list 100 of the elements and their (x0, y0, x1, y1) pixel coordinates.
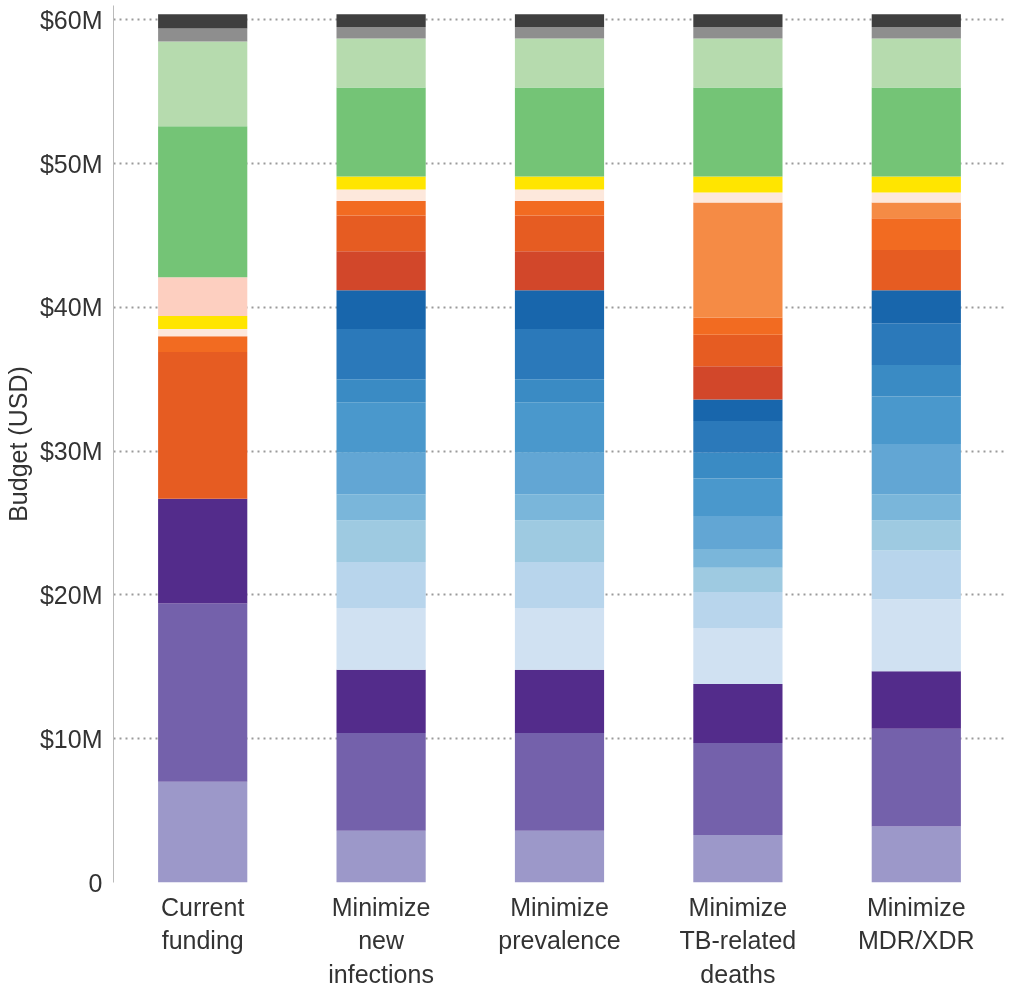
bar (871, 176, 961, 193)
bar (693, 515, 783, 549)
y-tick-label: $10M (39, 724, 103, 753)
bar (871, 249, 961, 291)
bar (336, 251, 426, 291)
bar (158, 41, 248, 127)
bar (693, 176, 783, 193)
y-axis-title: Budget (USD) (3, 366, 32, 522)
bar (336, 607, 426, 670)
bar (693, 478, 783, 516)
bar (514, 189, 605, 202)
bar (514, 520, 605, 562)
bar (871, 87, 961, 177)
bar (871, 444, 961, 495)
bar (693, 592, 783, 629)
bar (158, 603, 248, 782)
bar (158, 336, 248, 352)
bar (871, 728, 961, 827)
bar (693, 684, 783, 744)
bar (336, 189, 426, 202)
bar (693, 202, 783, 318)
bar (336, 14, 426, 28)
bar (693, 452, 783, 479)
bar (871, 599, 961, 672)
bar (514, 251, 605, 291)
bar (336, 830, 426, 883)
bar (514, 201, 605, 216)
bar (336, 201, 426, 216)
bar (158, 14, 248, 29)
bar (336, 290, 426, 329)
bar (514, 561, 605, 608)
x-tick-label: Minimize TB-related deaths (679, 892, 797, 988)
bar (158, 351, 248, 499)
bar (871, 671, 961, 729)
bar (693, 567, 783, 593)
bar (693, 192, 783, 203)
bar (693, 87, 783, 177)
bar (514, 38, 605, 88)
bar (871, 14, 961, 28)
y-tick-label: $20M (39, 580, 103, 609)
bar (514, 452, 605, 495)
bar (693, 743, 783, 836)
bar (336, 215, 426, 252)
bar (871, 323, 961, 365)
bar (693, 835, 783, 883)
bar (514, 402, 605, 453)
bar (336, 494, 426, 521)
bar (871, 218, 961, 250)
bar (871, 550, 961, 600)
bar (871, 38, 961, 88)
bar (336, 561, 426, 608)
x-tick-label: Current funding (161, 892, 245, 955)
bar (693, 548, 783, 568)
bar (336, 27, 426, 39)
bar (871, 826, 961, 883)
bar (871, 364, 961, 397)
bar (158, 277, 248, 317)
bar (693, 14, 783, 28)
bar (871, 396, 961, 444)
y-tick-label: $50M (39, 149, 103, 178)
bar (871, 290, 961, 324)
bar (336, 176, 426, 190)
bar (336, 669, 426, 733)
bar (871, 494, 961, 521)
bar (871, 192, 961, 203)
bar (514, 290, 605, 329)
bar (693, 38, 783, 88)
bar (514, 14, 605, 28)
bar (336, 452, 426, 495)
bar (693, 334, 783, 367)
bar (158, 28, 248, 42)
x-tick-label: Minimize new infections (328, 892, 434, 988)
bar (693, 27, 783, 39)
y-tick-label: 0 (88, 868, 103, 897)
bar (158, 781, 248, 883)
bar (514, 328, 605, 380)
bar (514, 87, 605, 177)
bar (514, 830, 605, 883)
bar (514, 215, 605, 252)
bar (693, 421, 783, 453)
bar (336, 328, 426, 380)
bar (693, 399, 783, 421)
bar (336, 38, 426, 88)
y-tick-label: $30M (39, 437, 103, 466)
bar (158, 316, 248, 329)
bar (158, 498, 248, 604)
bar (693, 628, 783, 685)
bar (871, 27, 961, 39)
bar (158, 328, 248, 337)
bar (336, 379, 426, 403)
bar (514, 379, 605, 403)
bar (693, 366, 783, 400)
bar (514, 494, 605, 521)
bar (514, 669, 605, 733)
x-tick-label: Minimize MDR/XDR (857, 892, 975, 955)
bar (693, 317, 783, 335)
bar (336, 732, 426, 831)
bar (514, 27, 605, 39)
bar (871, 520, 961, 551)
bar (871, 202, 961, 219)
